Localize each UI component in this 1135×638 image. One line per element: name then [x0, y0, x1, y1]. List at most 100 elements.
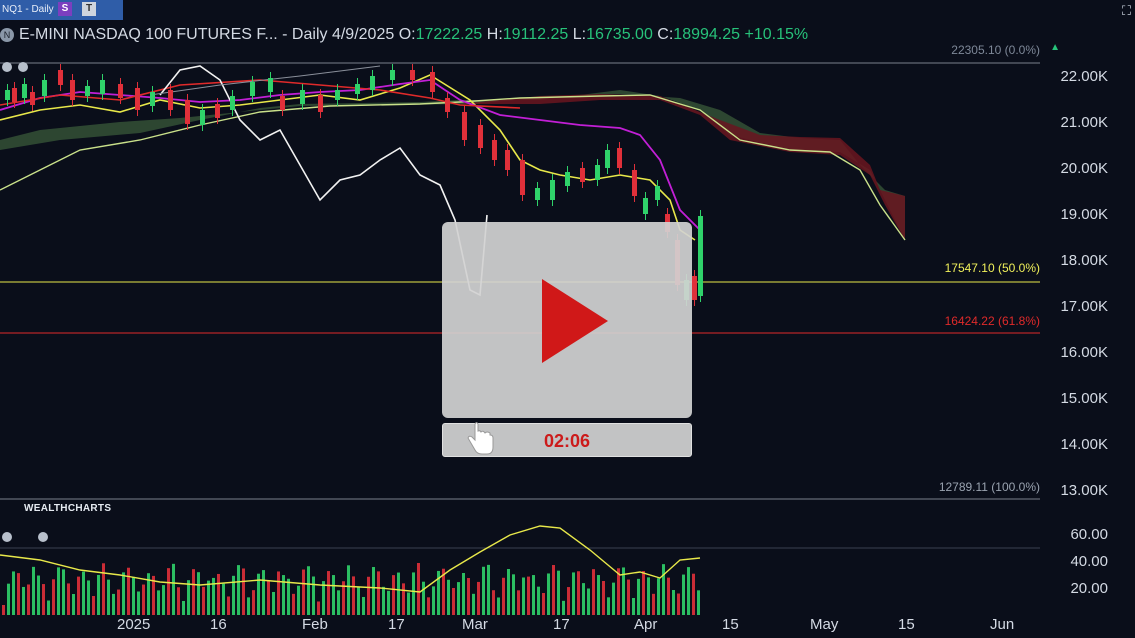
- volume-bar: [47, 600, 50, 615]
- volume-bar: [672, 590, 675, 615]
- volume-bar: [427, 597, 430, 615]
- video-play-overlay[interactable]: [442, 222, 692, 418]
- base-line: [0, 79, 701, 231]
- volume-bar: [587, 588, 590, 615]
- volume-bar: [382, 586, 385, 615]
- candle-body: [390, 70, 395, 80]
- open-key: O:: [398, 26, 416, 43]
- expand-icon[interactable]: ⛶: [1121, 3, 1131, 18]
- volume-bar: [372, 567, 375, 615]
- fib-50-label: 17547.10 (50.0%): [944, 261, 1040, 275]
- volume-bar: [677, 593, 680, 615]
- candle-body: [168, 90, 173, 110]
- volume-bar: [167, 568, 170, 615]
- time-tick: 17: [553, 616, 570, 633]
- volume-bar: [482, 566, 485, 615]
- play-icon[interactable]: [542, 279, 608, 363]
- price-tick: 15.00K: [1060, 390, 1108, 407]
- volume-bar: [397, 572, 400, 615]
- volume-bar: [692, 573, 695, 615]
- volume-bar: [142, 584, 145, 615]
- candle-body: [12, 88, 17, 102]
- volume-bar: [377, 571, 380, 615]
- volume-bar: [572, 572, 575, 615]
- s-button[interactable]: S: [58, 2, 72, 16]
- volume-bar: [287, 578, 290, 615]
- volume-bar: [322, 581, 325, 615]
- volume-bar: [502, 577, 505, 615]
- settings-icon[interactable]: [2, 62, 12, 72]
- volume-bar: [652, 593, 655, 615]
- candle-body: [30, 92, 35, 105]
- indicator-line: [0, 525, 701, 593]
- volume-bar: [217, 573, 220, 615]
- volume-bar: [602, 581, 605, 615]
- time-tick: May: [810, 616, 839, 633]
- volume-bar: [432, 586, 435, 615]
- price-tick: 20.00K: [1060, 160, 1108, 177]
- candle-body: [445, 98, 450, 112]
- volume-bar: [447, 579, 450, 615]
- price-tick: 22.00K: [1060, 68, 1108, 85]
- volume-bar: [147, 573, 150, 615]
- volume-bar: [282, 575, 285, 615]
- volume-bar: [387, 590, 390, 615]
- volume-bar: [132, 576, 135, 615]
- indicator-tick: 40.00: [1070, 553, 1108, 570]
- indicator-settings-icon[interactable]: [2, 532, 12, 542]
- candle-body: [58, 70, 63, 85]
- volume-bar: [112, 593, 115, 615]
- volume-bar: [77, 576, 80, 615]
- volume-bar: [562, 600, 565, 615]
- volume-bar: [337, 590, 340, 615]
- volume-bar: [557, 570, 560, 615]
- wealthcharts-logo: WEALTHCHARTS: [24, 503, 112, 514]
- volume-bar: [542, 592, 545, 615]
- candle-body: [605, 150, 610, 168]
- price-tick: 17.00K: [1060, 298, 1108, 315]
- volume-bar: [437, 570, 440, 615]
- volume-bar: [37, 575, 40, 615]
- symbol-badge: N: [0, 28, 14, 42]
- video-timer[interactable]: 02:06: [442, 422, 692, 457]
- volume-bar: [342, 581, 345, 615]
- indicator-eye-icon[interactable]: [38, 532, 48, 542]
- candle-body: [85, 86, 90, 96]
- volume-bar: [407, 592, 410, 615]
- volume-bar: [27, 584, 30, 615]
- price-tick: 16.00K: [1060, 344, 1108, 361]
- volume-bar: [32, 566, 35, 615]
- volume-bar: [122, 572, 125, 615]
- chart-tab[interactable]: NQ1 - Daily S T: [0, 0, 123, 20]
- ichimoku-cloud-red: [460, 94, 905, 240]
- volume-bar: [252, 590, 255, 615]
- volume-bar: [627, 579, 630, 615]
- volume-bar: [192, 569, 195, 615]
- volume-bar: [117, 589, 120, 615]
- volume-bar: [92, 595, 95, 615]
- t-button[interactable]: T: [82, 2, 96, 16]
- volume-bar: [567, 587, 570, 615]
- candle-body: [632, 170, 637, 196]
- candle-body: [250, 82, 255, 96]
- volume-bar: [62, 569, 65, 615]
- volume-bar: [452, 587, 455, 615]
- candle-body: [617, 148, 622, 168]
- time-tick: 15: [722, 616, 739, 633]
- close-value: 18994.25: [673, 26, 741, 43]
- volume-bar: [277, 571, 280, 615]
- candle-body: [100, 80, 105, 94]
- volume-bar: [347, 565, 350, 615]
- trend-line: [149, 65, 381, 96]
- volume-bar: [102, 563, 105, 615]
- fib-top-label: 22305.10 (0.0%): [951, 43, 1040, 57]
- volume-bar: [527, 576, 530, 615]
- candle-body: [580, 168, 585, 182]
- candle-body: [5, 90, 10, 100]
- low-key: L:: [572, 26, 587, 43]
- price-tick: 21.00K: [1060, 114, 1108, 131]
- time-tick: Apr: [634, 616, 658, 633]
- price-tick: 19.00K: [1060, 206, 1108, 223]
- eye-icon[interactable]: [18, 62, 28, 72]
